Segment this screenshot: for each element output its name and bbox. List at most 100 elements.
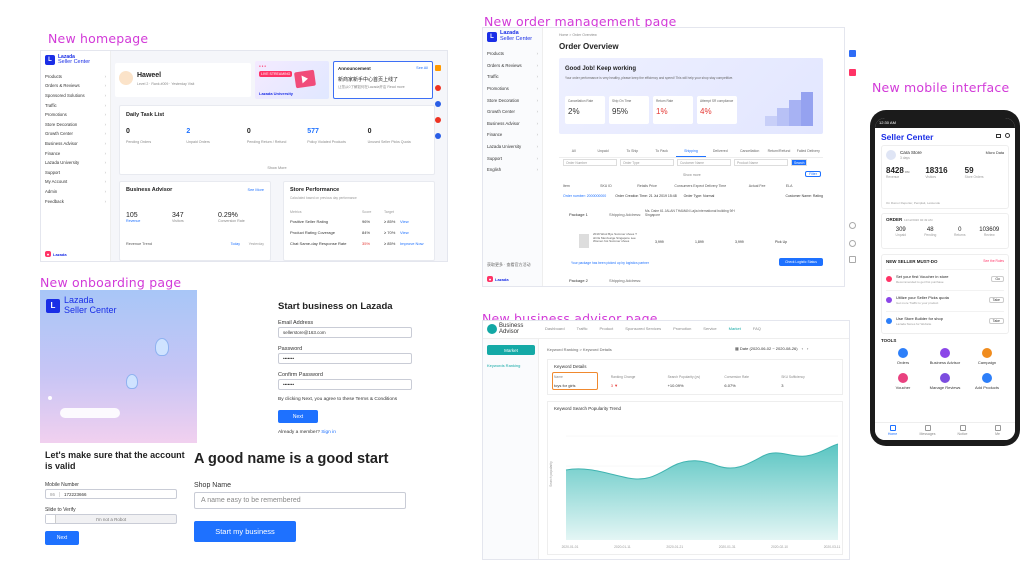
order-tab[interactable]: Delivered (712, 149, 728, 153)
settings-icon[interactable] (849, 222, 856, 229)
sidebar-item[interactable]: Lazada University › (41, 158, 110, 168)
must-do-item[interactable]: Set your first Voucher in store Recommend… (886, 269, 1004, 290)
mobile-stat[interactable]: 18316 Visitors (925, 166, 964, 179)
sidebar-item[interactable]: English › (483, 164, 542, 176)
micro-data-link[interactable]: Micro Data (985, 151, 1004, 155)
product-thumbnail[interactable] (579, 234, 589, 248)
metric-card[interactable]: Cancellation Rate 2% (565, 96, 605, 124)
order-tab[interactable]: Failed Delivery (796, 149, 820, 153)
order-tab[interactable]: Shipping (676, 146, 706, 157)
tool-item[interactable]: Campaign (967, 348, 1007, 365)
advisor-nav-item[interactable]: Sponsored Services (625, 326, 662, 331)
order-count[interactable]: 48 Pending (916, 227, 946, 237)
sidebar-item[interactable]: Orders & Reviews › (483, 60, 542, 72)
must-do-button[interactable]: Go (991, 276, 1004, 282)
filter-input[interactable]: Product Name (734, 159, 788, 166)
announcement-see-all[interactable]: See All (416, 66, 428, 70)
store-avatar[interactable] (886, 150, 896, 160)
tab-notice[interactable]: Notice (945, 423, 980, 440)
order-tab[interactable]: Return/Refund (767, 149, 791, 153)
order-number[interactable]: Order number: 2000000000 (563, 194, 607, 198)
sidebar-item[interactable]: Products › (41, 72, 110, 82)
tab-messages[interactable]: Messages (910, 423, 945, 440)
app-icon[interactable] (849, 50, 856, 57)
confirm-password-field[interactable]: ••••••• (278, 379, 412, 390)
order-count[interactable]: 0 Returns (945, 227, 975, 237)
sidebar-item[interactable]: Promotions › (483, 83, 542, 95)
sidebar-item[interactable]: Traffic › (41, 100, 110, 110)
order-tab[interactable]: To Ship (626, 149, 639, 153)
mobile-stat[interactable]: 59 Store Orders (965, 166, 1004, 179)
mobile-number-field[interactable]: 86 172223666 (45, 489, 177, 499)
flag-icon[interactable] (435, 133, 441, 139)
chevron-left-icon[interactable]: ‹ (801, 346, 803, 351)
tool-item[interactable]: Add Products (967, 373, 1007, 390)
sidebar-item[interactable]: My Account › (41, 177, 110, 187)
sidebar-item[interactable]: Orders & Reviews › (41, 81, 110, 91)
avatar[interactable] (119, 71, 133, 85)
sidebar-item[interactable]: Business Advisor › (41, 139, 110, 149)
task-item[interactable]: 577 Policy Violated Products (307, 128, 367, 144)
slider-handle[interactable] (46, 515, 56, 523)
sidebar-item[interactable]: Business Advisor › (483, 118, 542, 130)
sign-in-link[interactable]: Sign in (321, 430, 336, 435)
country-code[interactable]: 86 (50, 491, 61, 497)
filter-input[interactable]: Order Number (563, 159, 617, 166)
keywords-ranking-item[interactable]: Keywords Ranking (487, 363, 521, 368)
chevron-right-icon[interactable]: › (806, 346, 809, 351)
verify-next-button[interactable]: Next (45, 531, 79, 545)
metric-card[interactable]: Attempt SR compliance 4% (697, 96, 737, 124)
sidebar-item[interactable]: Growth Center › (41, 129, 110, 139)
advisor-nav-item[interactable]: Promotion (673, 326, 692, 331)
perf-action[interactable]: View (400, 230, 409, 235)
bell-icon[interactable] (435, 65, 441, 71)
settings-icon[interactable] (1005, 133, 1010, 138)
sidebar-item[interactable]: Promotions › (41, 110, 110, 120)
advisor-nav-item[interactable]: Dashboard (545, 326, 565, 331)
banner-card[interactable]: ● ● ● LIVE STREAMING Lazada University (255, 61, 329, 99)
task-item[interactable]: 0 Pending Orders (126, 128, 186, 144)
task-item[interactable]: 0 Unused Seller Picks Quota (368, 128, 428, 144)
announcement-sub[interactable]: 让您从0了解如何在Lazada开店 Read more (338, 85, 405, 89)
metric-card[interactable]: Ship On Time 95% (609, 96, 649, 124)
date-picker[interactable]: ▦ Date (2020-06-02 ~ 2020-08-26) ‹ › (735, 346, 809, 351)
advisor-nav-item[interactable]: Traffic (576, 326, 588, 331)
slide-verify-bar[interactable]: I'm not a Robot (45, 514, 177, 524)
filter-input[interactable]: Order Type (620, 159, 674, 166)
sidebar-item[interactable]: Sponsored Solutions › (41, 91, 110, 101)
order-breadcrumb[interactable]: Home > Order Overview (559, 33, 597, 37)
sidebar-item[interactable]: Finance › (41, 148, 110, 158)
advisor-nav-item[interactable]: Market (728, 326, 741, 331)
chat-icon[interactable] (849, 256, 856, 263)
order-tab[interactable]: To Pack (655, 149, 668, 153)
flag-icon[interactable] (435, 85, 441, 91)
metric-card[interactable]: Return Rate 1% (653, 96, 693, 124)
task-item[interactable]: 2 Unpaid Orders (186, 128, 246, 144)
email-field[interactable]: sellerstore@163.com (278, 327, 412, 338)
order-tab[interactable]: Unpaid (597, 149, 609, 153)
sidebar-item[interactable]: Store Decoration › (41, 119, 110, 129)
filter-input[interactable]: Customer Name (677, 159, 731, 166)
flag-icon[interactable] (435, 101, 441, 107)
sidebar-item[interactable]: Support › (41, 167, 110, 177)
tool-item[interactable]: Business Advisor (925, 348, 965, 365)
tool-item[interactable]: Manage Reviews (925, 373, 965, 390)
sidebar-item[interactable]: Finance › (483, 129, 542, 141)
market-side-button[interactable]: Market (487, 345, 535, 355)
password-field[interactable]: ••••••• (278, 353, 412, 364)
sidebar-item[interactable]: Traffic › (483, 71, 542, 83)
perf-action[interactable]: Improve Now (400, 241, 424, 246)
sidebar-item[interactable]: Products › (483, 48, 542, 60)
task-item[interactable]: 0 Pending Return / Refund (247, 128, 307, 144)
help-icon[interactable] (849, 240, 856, 247)
tab-home[interactable]: Home (875, 423, 910, 440)
must-do-item[interactable]: Utilize your Seller Picks quota Get more … (886, 290, 1004, 311)
item-description[interactable]: 2019 Wool Bye Summer shoes T shirts Men/… (593, 232, 637, 244)
order-tab[interactable]: All (571, 149, 576, 153)
message-icon[interactable] (996, 134, 1001, 138)
sidebar-item[interactable]: Growth Center › (483, 106, 542, 118)
sidebar-item[interactable]: Support › (483, 152, 542, 164)
order-count[interactable]: 103609 Review (975, 227, 1005, 237)
show-more-link[interactable]: Show More (267, 166, 287, 170)
search-button[interactable]: Search (791, 159, 807, 166)
